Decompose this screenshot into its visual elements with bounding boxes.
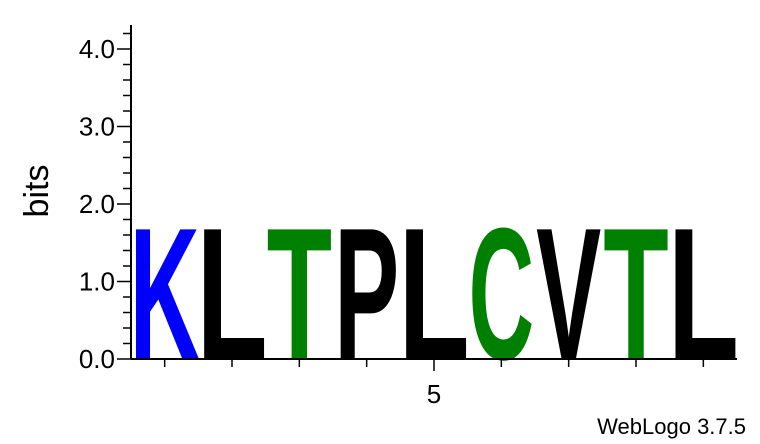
logo-letter: V [536,188,601,399]
weblogo-credit: WebLogo 3.7.5 [597,414,746,439]
y-axis: 0.0 1.0 2.0 3.0 4.0 [79,25,132,374]
y-tick-label: 0.0 [79,344,115,374]
logo-letter: T [267,189,332,399]
logo-letter: C [469,190,535,400]
logo-letter: L [668,189,739,399]
y-axis-label: bits [18,165,56,218]
x-axis: 5 [131,358,737,409]
y-tick-label: 1.0 [79,267,115,297]
y-tick-label: 4.0 [79,34,115,64]
logo-letter: K [129,188,199,399]
x-tick-label: 5 [427,379,441,409]
logo-letter: T [603,189,668,399]
logo-letter: P [334,188,399,399]
y-tick-label: 2.0 [79,189,115,219]
y-tick-label: 3.0 [79,112,115,142]
logo-letter: L [196,189,267,399]
